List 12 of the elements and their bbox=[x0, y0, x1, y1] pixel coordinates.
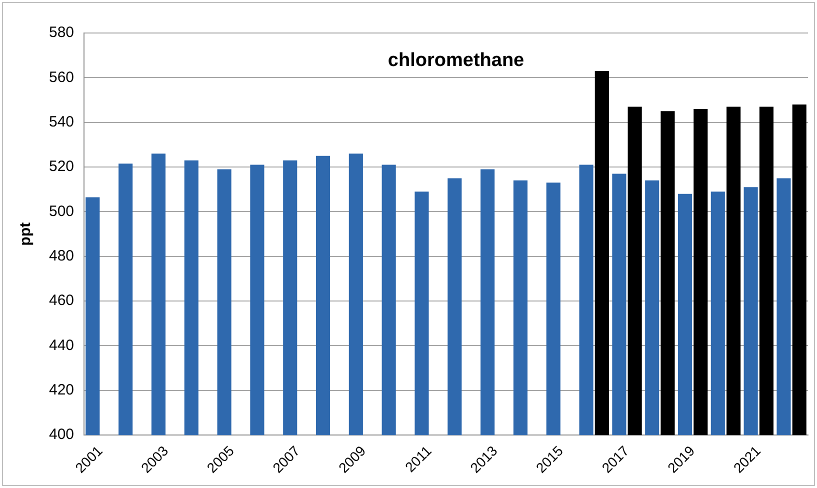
y-tick-label: 400 bbox=[48, 426, 74, 444]
y-axis-title: ppt bbox=[17, 222, 34, 246]
y-tick-label: 480 bbox=[48, 248, 74, 265]
y-tick-label: 460 bbox=[48, 292, 74, 310]
y-tick-label: 540 bbox=[48, 113, 74, 130]
y-tick-label: 440 bbox=[48, 336, 74, 354]
y-tick-label: 560 bbox=[48, 68, 74, 86]
text: chloromethane bbox=[388, 50, 524, 72]
y-tick-label: 580 bbox=[48, 24, 74, 42]
y-tick-label: 420 bbox=[48, 382, 74, 399]
y-tick-label: 500 bbox=[48, 202, 74, 220]
y-tick-label: 520 bbox=[48, 158, 74, 176]
